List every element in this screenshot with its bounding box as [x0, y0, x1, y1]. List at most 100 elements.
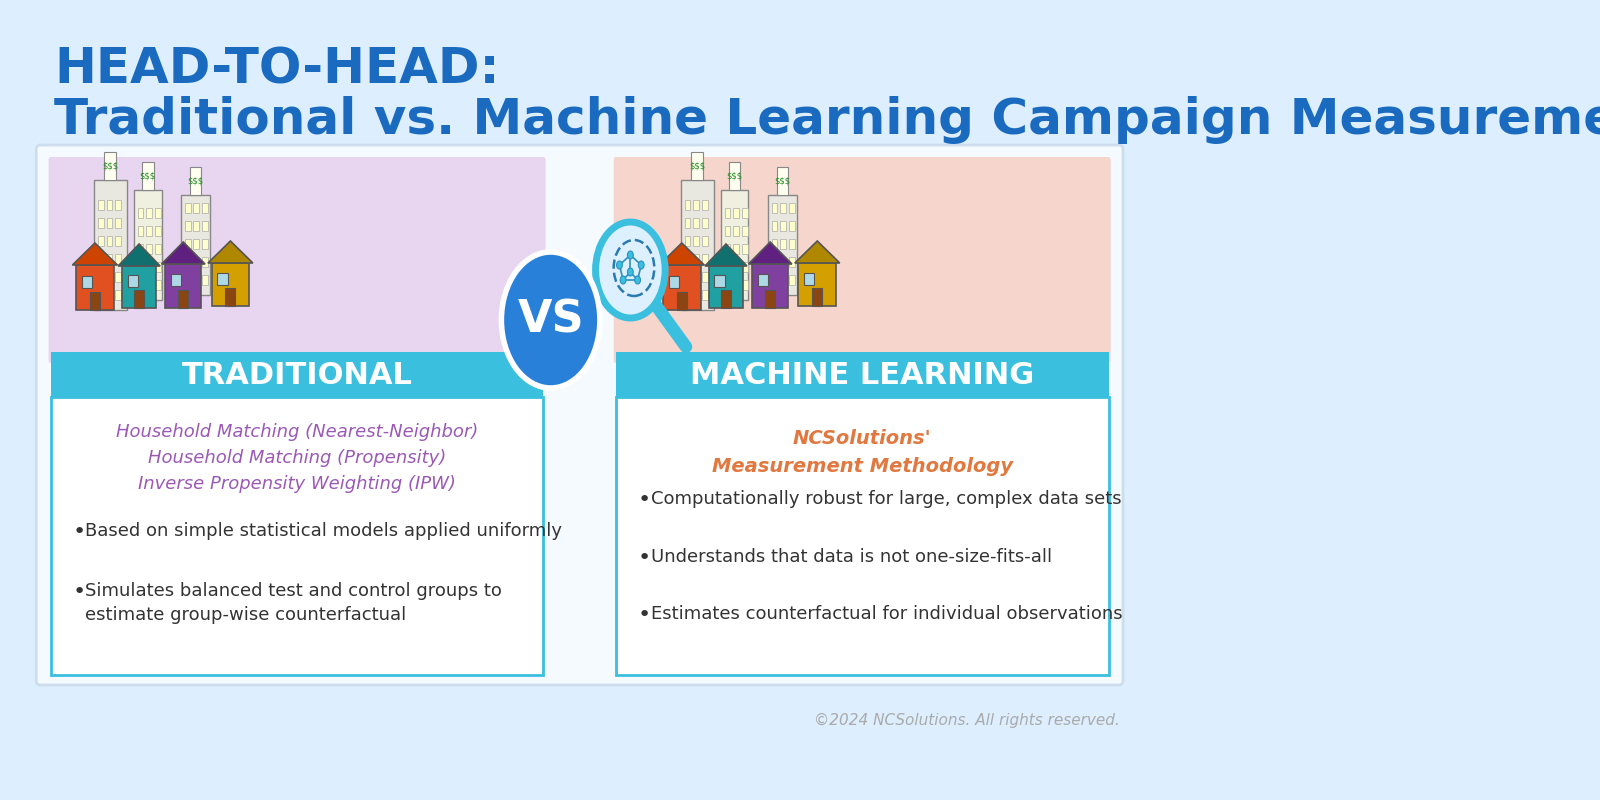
Bar [765, 290, 776, 308]
Text: •: • [637, 548, 651, 568]
Bar [107, 290, 112, 300]
Circle shape [501, 252, 600, 388]
Bar [115, 254, 122, 264]
Bar [98, 272, 104, 282]
Text: •: • [72, 522, 86, 542]
Bar [725, 280, 730, 290]
FancyBboxPatch shape [37, 145, 1123, 685]
Bar [184, 257, 190, 267]
Bar [733, 244, 739, 254]
Bar [98, 218, 104, 228]
Bar [693, 254, 699, 264]
Text: Computationally robust for large, complex data sets: Computationally robust for large, comple… [651, 490, 1122, 508]
Text: •: • [72, 582, 86, 602]
Bar [94, 180, 126, 310]
Text: MACHINE LEARNING: MACHINE LEARNING [690, 362, 1034, 390]
Bar [146, 208, 152, 218]
Bar [709, 266, 744, 308]
Polygon shape [72, 243, 117, 265]
Bar [771, 203, 778, 213]
Bar [190, 167, 202, 195]
Bar [98, 290, 104, 300]
Bar [107, 236, 112, 246]
Text: Inverse Propensity Weighting (IPW): Inverse Propensity Weighting (IPW) [138, 475, 456, 493]
Bar [115, 236, 122, 246]
Bar [138, 244, 144, 254]
Bar [107, 200, 112, 210]
Bar [722, 290, 731, 308]
Bar [702, 236, 707, 246]
Bar [98, 236, 104, 246]
Polygon shape [118, 244, 160, 266]
Circle shape [627, 251, 634, 259]
Circle shape [635, 276, 640, 284]
Bar [781, 257, 786, 267]
Bar [155, 208, 162, 218]
Bar [693, 290, 699, 300]
Polygon shape [162, 242, 205, 264]
FancyBboxPatch shape [51, 397, 544, 675]
Text: VS: VS [517, 298, 584, 342]
Polygon shape [706, 244, 747, 266]
Bar [184, 275, 190, 285]
Bar [685, 254, 691, 264]
Bar [685, 272, 691, 282]
Bar [742, 262, 747, 272]
Bar [107, 254, 112, 264]
Bar [722, 190, 749, 300]
Bar [725, 244, 730, 254]
Bar [202, 239, 208, 249]
Bar [702, 272, 707, 282]
Bar [733, 262, 739, 272]
Bar [781, 221, 786, 231]
Bar [202, 257, 208, 267]
Bar [98, 254, 104, 264]
Bar [146, 262, 152, 272]
Bar [730, 162, 741, 190]
Bar [662, 265, 701, 310]
Text: ©2024 NCSolutions. All rights reserved.: ©2024 NCSolutions. All rights reserved. [814, 713, 1120, 727]
Bar [781, 275, 786, 285]
Text: •: • [637, 605, 651, 625]
Bar [115, 200, 122, 210]
Bar [115, 290, 122, 300]
Bar [725, 226, 730, 236]
Bar [768, 195, 797, 295]
Bar [142, 162, 154, 190]
Bar [702, 290, 707, 300]
Bar [178, 290, 189, 308]
Bar [685, 200, 691, 210]
Bar [171, 274, 181, 286]
Bar [725, 262, 730, 272]
Text: Based on simple statistical models applied uniformly: Based on simple statistical models appli… [85, 522, 563, 540]
Bar [194, 221, 200, 231]
Bar [789, 257, 795, 267]
Bar [813, 288, 822, 306]
Text: NCSolutions': NCSolutions' [794, 429, 931, 447]
Bar [134, 190, 162, 300]
Circle shape [621, 276, 626, 284]
Bar [714, 275, 725, 287]
FancyBboxPatch shape [616, 397, 1109, 675]
Bar [82, 276, 93, 288]
Bar [685, 236, 691, 246]
Bar [789, 221, 795, 231]
Bar [693, 218, 699, 228]
Bar [194, 275, 200, 285]
Bar [752, 264, 789, 308]
Bar [202, 203, 208, 213]
Bar [693, 272, 699, 282]
Bar [702, 200, 707, 210]
Bar [138, 208, 144, 218]
Bar [789, 203, 795, 213]
Bar [781, 203, 786, 213]
Bar [181, 195, 210, 295]
Bar [194, 257, 200, 267]
FancyBboxPatch shape [614, 157, 1110, 363]
Text: $$$: $$$ [139, 171, 155, 181]
Text: TRADITIONAL: TRADITIONAL [182, 362, 413, 390]
FancyBboxPatch shape [48, 157, 546, 363]
Bar [733, 226, 739, 236]
Bar [702, 218, 707, 228]
FancyBboxPatch shape [51, 352, 544, 400]
